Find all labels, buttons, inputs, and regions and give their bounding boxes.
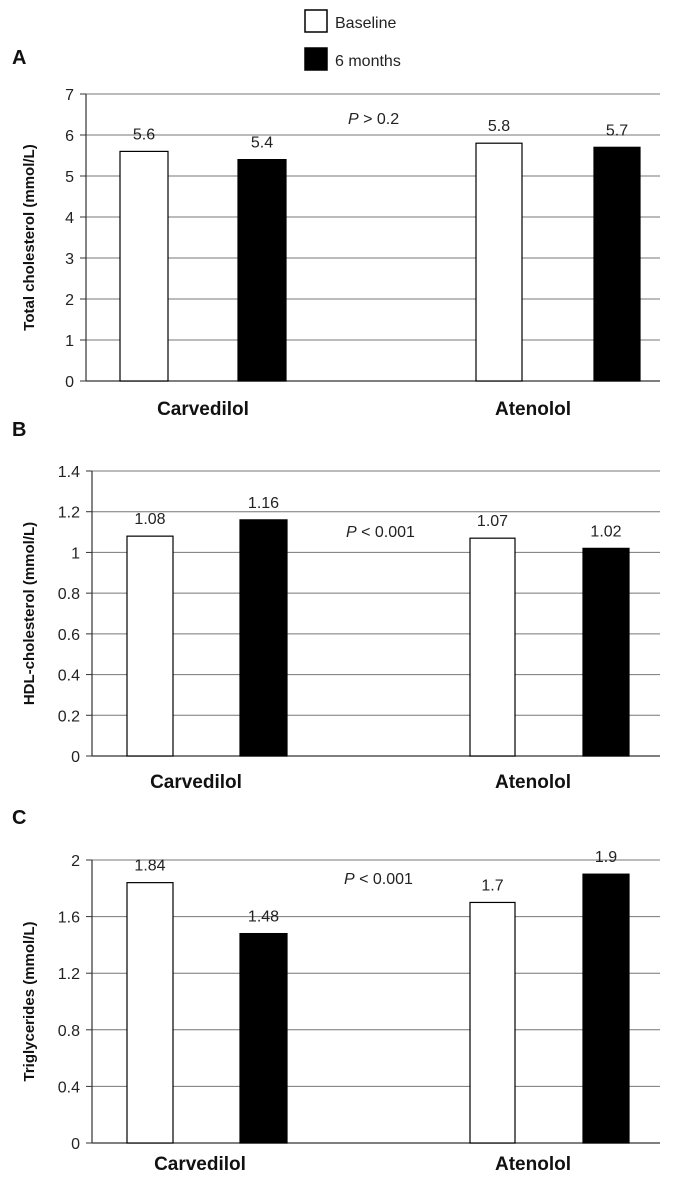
y-tick-label: 0.2	[58, 708, 80, 725]
p-symbol: P	[348, 111, 359, 128]
legend-label-6-months: 6 months	[335, 53, 401, 70]
y-tick-label: 1.6	[58, 910, 80, 927]
bar-atenolol-baseline	[469, 901, 516, 1144]
bar-atenolol-6-months	[582, 547, 630, 757]
data-label-atenolol-6-months: 5.7	[606, 122, 628, 139]
y-tick-label: 2	[71, 853, 80, 870]
bar-carvedilol-6-months	[239, 932, 288, 1144]
y-tick-label: 0.8	[58, 1023, 80, 1040]
p-value-text: < 0.001	[357, 524, 415, 541]
bar-carvedilol-6-months	[237, 159, 287, 382]
data-label-atenolol-6-months: 1.02	[590, 523, 621, 540]
data-label-atenolol-6-months: 1.9	[595, 849, 617, 866]
p-value-annotation: P > 0.2	[348, 111, 399, 128]
p-symbol: P	[346, 524, 357, 541]
panel-b: B 0 0.2 0.4 0.6 0.8 1 1.2 1.4 HDL-cholesterol (mm…	[12, 419, 660, 793]
data-label-carvedilol-6-months: 1.16	[248, 495, 279, 512]
p-value-text: < 0.001	[355, 871, 413, 888]
category-label-atenolol: Atenolol	[495, 399, 571, 420]
y-tick-label: 3	[65, 251, 74, 268]
y-tick-label: 0	[65, 374, 74, 391]
y-tick-label: 2	[65, 292, 74, 309]
panel-letter: C	[12, 807, 26, 829]
bar-carvedilol-baseline	[126, 882, 174, 1144]
y-tick-label: 7	[65, 87, 74, 104]
bar-atenolol-6-months	[593, 146, 641, 382]
category-label-carvedilol: Carvedilol	[154, 1154, 246, 1175]
chart-panels: A 0 1 2 3 4 5 6 7 Total cholesterol (mmol/L) 5.6 5.…	[12, 47, 660, 1175]
category-label-carvedilol: Carvedilol	[157, 399, 249, 420]
category-label-carvedilol: Carvedilol	[150, 772, 242, 793]
y-tick-label: 0	[71, 1136, 80, 1153]
bar-carvedilol-6-months	[239, 519, 288, 757]
category-label-atenolol: Atenolol	[495, 1154, 571, 1175]
data-label-carvedilol-baseline: 1.08	[134, 511, 165, 528]
y-axis-label: HDL-cholesterol (mmol/L)	[21, 522, 38, 705]
bar-carvedilol-baseline	[126, 535, 174, 757]
panel-letter: B	[12, 419, 26, 441]
bar-atenolol-6-months	[582, 873, 630, 1144]
y-tick-label: 0.8	[58, 586, 80, 603]
bar-atenolol-baseline	[475, 142, 523, 382]
y-tick-label: 0	[71, 749, 80, 766]
data-label-carvedilol-baseline: 1.84	[134, 858, 165, 875]
y-tick-label: 1.2	[58, 505, 80, 522]
y-tick-label: 1.4	[58, 464, 80, 481]
y-tick-label: 0.6	[58, 627, 80, 644]
y-axis-label: Total cholesterol (mmol/L)	[21, 144, 38, 330]
y-tick-label: 6	[65, 128, 74, 145]
category-label-atenolol: Atenolol	[495, 772, 571, 793]
legend-label-baseline: Baseline	[335, 15, 396, 32]
y-axis-label: Triglycerides (mmol/L)	[21, 921, 38, 1081]
data-label-atenolol-baseline: 1.7	[481, 877, 503, 894]
data-label-carvedilol-6-months: 1.48	[248, 909, 279, 926]
p-value-annotation: P < 0.001	[344, 871, 413, 888]
data-label-atenolol-baseline: 5.8	[488, 118, 510, 135]
y-tick-label: 0.4	[58, 1079, 80, 1096]
bar-carvedilol-baseline	[119, 150, 169, 382]
p-symbol: P	[344, 871, 355, 888]
panel-letter: A	[12, 47, 26, 69]
data-label-carvedilol-6-months: 5.4	[251, 135, 273, 152]
p-value-annotation: P < 0.001	[346, 524, 415, 541]
data-label-atenolol-baseline: 1.07	[477, 513, 508, 530]
legend-swatch-baseline	[304, 9, 328, 33]
y-tick-label: 0.4	[58, 668, 80, 685]
y-tick-label: 1.2	[58, 966, 80, 983]
panel-c: C 0 0.4 0.8 1.2 1.6 2 Triglycerides (mmol/L) 1.8…	[12, 807, 660, 1175]
legend: Baseline 6 months	[304, 9, 401, 71]
y-tick-label: 1	[65, 333, 74, 350]
y-tick-label: 1	[71, 545, 80, 562]
p-value-text: > 0.2	[359, 111, 400, 128]
panel-a: A 0 1 2 3 4 5 6 7 Total cholesterol (mmol/L) 5.6 5.…	[12, 47, 660, 420]
legend-swatch-6-months	[304, 47, 328, 71]
y-tick-label: 5	[65, 169, 74, 186]
bar-atenolol-baseline	[469, 537, 516, 757]
data-label-carvedilol-baseline: 5.6	[133, 126, 155, 143]
y-tick-label: 4	[65, 210, 74, 227]
